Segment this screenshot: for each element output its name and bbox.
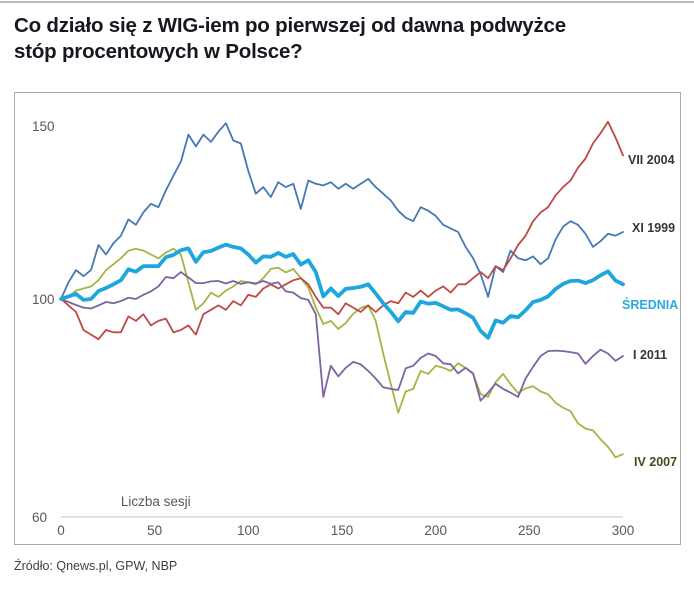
series-line-iv-2007 bbox=[60, 247, 624, 459]
series-line-srednia bbox=[59, 242, 625, 340]
page-title-line2: stóp procentowych w Polsce? bbox=[14, 40, 303, 63]
chart-panel: 0 50 100 150 200 250 300 150 100 60 Liczba sesji V… bbox=[14, 92, 681, 545]
x-tick-label: 0 bbox=[57, 523, 65, 538]
series-line-i-2011 bbox=[60, 271, 624, 402]
series-label-vii-2004: VII 2004 bbox=[628, 153, 675, 167]
x-tick-label: 100 bbox=[237, 523, 260, 538]
y-tick-label: 100 bbox=[32, 292, 55, 307]
series-label-xi-1999: XI 1999 bbox=[632, 221, 676, 235]
series-label-i-2011: I 2011 bbox=[633, 348, 668, 362]
series-label-iv-2007: IV 2007 bbox=[634, 455, 678, 469]
source-caption: Źródło: Qnews.pl, GPW, NBP bbox=[14, 559, 178, 573]
page-title-line1: Co działo się z WIG-iem po pierwszej od … bbox=[14, 14, 566, 37]
series-line-xi-1999 bbox=[60, 122, 624, 300]
y-tick-label: 150 bbox=[32, 119, 55, 134]
y-tick-label: 60 bbox=[32, 510, 47, 525]
x-axis-title: Liczba sesji bbox=[121, 494, 191, 509]
x-tick-label: 300 bbox=[612, 523, 635, 538]
x-tick-label: 200 bbox=[424, 523, 447, 538]
chart-plot: 0 50 100 150 200 250 300 150 100 60 Liczba sesji bbox=[32, 119, 635, 538]
x-tick-label: 150 bbox=[331, 523, 354, 538]
top-divider bbox=[0, 1, 694, 3]
x-tick-label: 250 bbox=[518, 523, 541, 538]
page-title: Co działo się z WIG-iem po pierwszej od … bbox=[14, 13, 674, 65]
x-tick-label: 50 bbox=[147, 523, 162, 538]
series-label-srednia: ŚREDNIA bbox=[622, 298, 679, 312]
series-line-vii-2004 bbox=[60, 120, 624, 341]
